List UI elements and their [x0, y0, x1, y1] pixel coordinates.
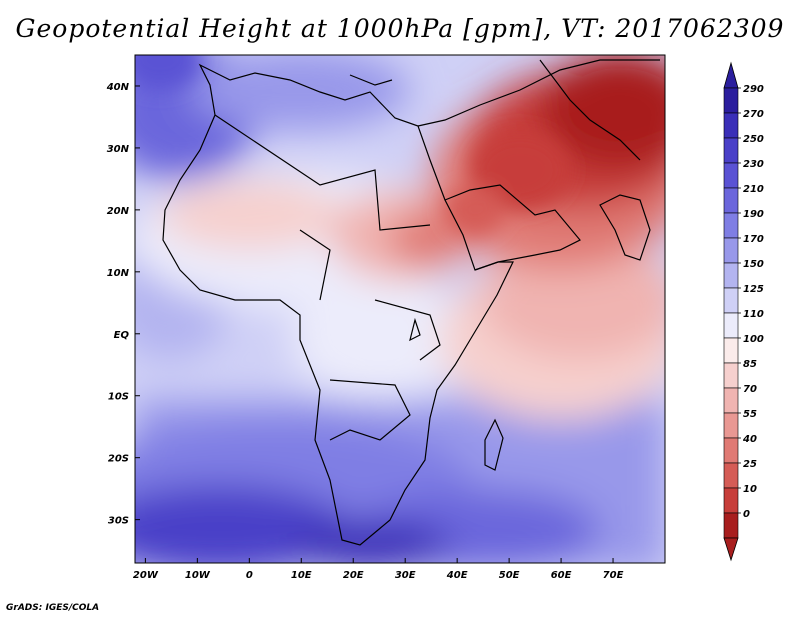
colorbar-swatch — [723, 437, 739, 464]
lat-tick-label: 30S — [108, 516, 129, 527]
lat-tick-label: 10N — [107, 268, 130, 279]
lon-tick-label: 0 — [246, 570, 253, 581]
colorbar-label: 55 — [743, 409, 757, 420]
colorbar-label: 85 — [743, 359, 757, 370]
colorbar-top-arrow — [723, 61, 739, 89]
colorbar-swatch — [723, 312, 739, 339]
colorbar-label: 150 — [743, 259, 764, 270]
colorbar-label: 190 — [743, 209, 764, 220]
lon-tick-label: 10E — [291, 570, 312, 581]
colorbar-swatch — [723, 512, 739, 539]
colorbar-label: 0 — [743, 509, 750, 520]
colorbar-swatch — [723, 212, 739, 239]
lon-tick-label: 70E — [603, 570, 624, 581]
colorbar-label: 270 — [743, 109, 764, 120]
lon-tick-label: 10W — [185, 570, 211, 581]
plot-frame — [134, 54, 666, 564]
colorbar-swatch — [723, 187, 739, 214]
colorbar-swatch — [723, 387, 739, 414]
colorbar-label: 230 — [743, 159, 764, 170]
lat-tick-label: 20N — [107, 206, 130, 217]
lon-tick-label: 30E — [395, 570, 416, 581]
colorbar-label: 210 — [743, 184, 764, 195]
coastlines — [162, 59, 660, 546]
colorbar-label: 250 — [743, 134, 764, 145]
map-title: Geopotential Height at 1000hPa [gpm], VT… — [15, 14, 785, 43]
colorbar-swatch — [723, 412, 739, 439]
latitude-axis: 40N 30N 20N 10N EQ 10S 20S 30S — [106, 82, 140, 527]
credit-footer: GrADS: IGES/COLA — [6, 603, 100, 613]
colorbar-swatch — [723, 162, 739, 189]
colorbar-label: 70 — [743, 384, 757, 395]
lat-tick-label: 20S — [108, 454, 129, 465]
lat-tick-label: 10S — [108, 392, 129, 403]
colorbar-swatch — [723, 462, 739, 489]
colorbar-swatch — [723, 487, 739, 514]
lat-tick-label: 30N — [107, 144, 130, 155]
colorbar-label: 100 — [743, 334, 764, 345]
colorbar-swatch — [723, 287, 739, 314]
colorbar-label: 290 — [743, 84, 764, 95]
lat-tick-label: EQ — [114, 330, 130, 341]
colorbar-swatch — [723, 87, 739, 114]
lon-tick-label: 20W — [133, 570, 159, 581]
colorbar-swatch — [723, 137, 739, 164]
colorbar-label: 170 — [743, 234, 764, 245]
colorbar-swatch — [723, 262, 739, 289]
lon-tick-label: 60E — [551, 570, 572, 581]
colorbar-swatch — [723, 362, 739, 389]
lon-tick-label: 20E — [343, 570, 364, 581]
colorbar: 2902702502302101901701501251101008570554… — [723, 61, 764, 562]
colorbar-label: 25 — [743, 459, 757, 470]
colorbar-swatch — [723, 337, 739, 364]
lon-tick-label: 40E — [446, 570, 468, 581]
lat-tick-label: 40N — [106, 82, 130, 93]
lon-tick-label: 50E — [499, 570, 520, 581]
colorbar-label: 10 — [743, 484, 757, 495]
longitude-axis: 20W 10W 0 10E 20E 30E 40E 50E 60E 70E — [133, 558, 624, 581]
colorbar-label: 125 — [743, 284, 764, 295]
colorbar-swatch — [723, 237, 739, 264]
colorbar-label: 40 — [742, 434, 757, 445]
height-field — [135, 55, 665, 563]
colorbar-label: 110 — [743, 309, 764, 320]
colorbar-swatch — [723, 112, 739, 139]
colorbar-bottom-arrow — [723, 537, 739, 562]
